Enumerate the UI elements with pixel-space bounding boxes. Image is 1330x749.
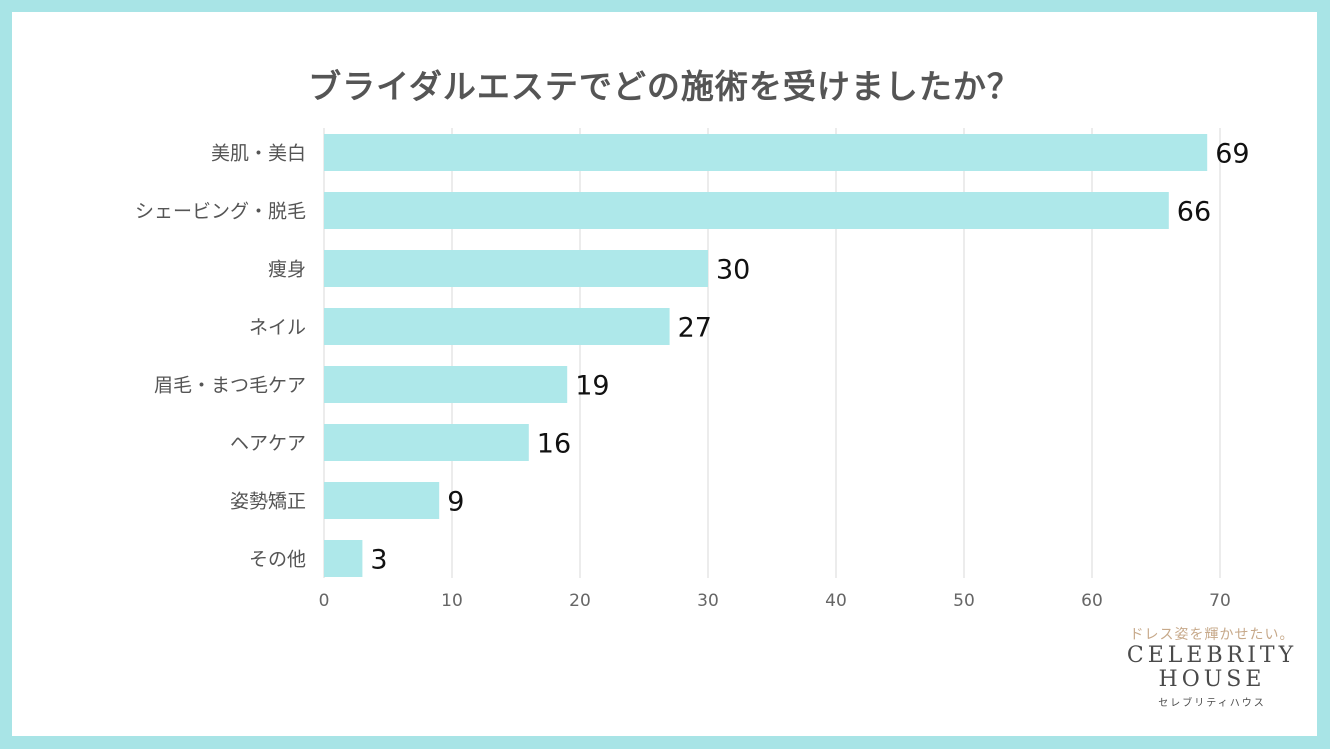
logo-brand-line1: CELEBRITY xyxy=(1126,643,1298,668)
x-tick-label-40: 40 xyxy=(825,591,847,611)
x-tick-label-50: 50 xyxy=(953,591,975,611)
bars xyxy=(324,134,1208,577)
chart-card: ブライダルエステでどの施術を受けましたか？ 美肌・美白シェービング・脱毛痩身ネイ… xyxy=(12,12,1317,736)
bar-6 xyxy=(324,482,440,519)
category-label-3: ネイル xyxy=(249,317,306,339)
x-tick-label-10: 10 xyxy=(441,591,463,611)
x-tick-label-0: 0 xyxy=(319,591,330,611)
x-tick-label-70: 70 xyxy=(1209,591,1231,611)
category-label-4: 眉毛・まつ毛ケア xyxy=(154,375,306,397)
bar-4 xyxy=(324,366,568,403)
value-label-0: 69 xyxy=(1215,139,1249,170)
brand-logo: ドレス姿を輝かせたい。 CELEBRITY HOUSE セレブリティハウス xyxy=(1112,624,1312,709)
value-label-1: 66 xyxy=(1177,197,1211,228)
value-label-2: 30 xyxy=(716,255,750,286)
bar-5 xyxy=(324,424,529,461)
chart-title: ブライダルエステでどの施術を受けましたか？ xyxy=(308,67,1021,106)
category-label-5: ヘアケア xyxy=(230,433,306,455)
bar-1 xyxy=(324,192,1169,229)
value-label-7: 3 xyxy=(370,545,387,576)
value-label-3: 27 xyxy=(678,313,712,344)
logo-brand-line2: HOUSE xyxy=(1158,667,1266,692)
bar-2 xyxy=(324,250,708,287)
bar-3 xyxy=(324,308,670,345)
logo-tagline: ドレス姿を輝かせたい。 xyxy=(1129,627,1295,643)
value-label-4: 19 xyxy=(575,371,609,402)
x-tick-label-30: 30 xyxy=(697,591,719,611)
logo-kana: セレブリティハウス xyxy=(1158,698,1266,709)
x-tick-labels: 0 10 20 30 40 50 60 70 xyxy=(319,591,1231,611)
category-label-6: 姿勢矯正 xyxy=(230,491,306,513)
bar-0 xyxy=(324,134,1208,171)
value-label-5: 16 xyxy=(537,429,571,460)
x-tick-label-60: 60 xyxy=(1081,591,1103,611)
category-label-1: シェービング・脱毛 xyxy=(135,201,306,223)
bar-7 xyxy=(324,540,363,577)
value-label-6: 9 xyxy=(447,487,464,518)
category-label-0: 美肌・美白 xyxy=(211,143,306,165)
category-label-2: 痩身 xyxy=(268,259,306,281)
category-label-7: その他 xyxy=(249,549,306,571)
x-tick-label-20: 20 xyxy=(569,591,591,611)
